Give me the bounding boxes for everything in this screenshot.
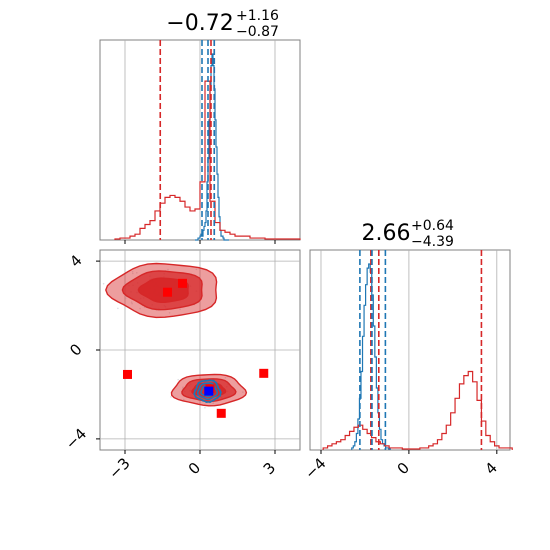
joint-grid — [100, 250, 300, 450]
param1-histogram-panel: −0.72 +1.16 −0.87 — [99, 8, 301, 244]
red-marker — [163, 287, 172, 297]
param2-tick-labels: −4 0 4 — [301, 450, 501, 483]
param2-grid — [320, 250, 498, 450]
param2-title-lower-error: −4.39 — [411, 234, 454, 250]
sample-point — [182, 398, 185, 401]
x-tick-label: 3 — [260, 459, 279, 478]
param2-title-upper-error: +0.64 — [411, 218, 454, 234]
y-tick-label: 0 — [66, 340, 85, 359]
sample-point — [131, 272, 134, 275]
sample-point — [131, 302, 133, 305]
sample-point — [224, 376, 227, 379]
param2-quantile-lines — [359, 250, 483, 450]
param1-title: −0.72 — [166, 11, 233, 36]
sample-point — [167, 268, 169, 271]
y-tick-label: −4 — [62, 425, 90, 453]
red-marker — [259, 368, 269, 378]
sample-point — [168, 311, 171, 314]
x-tick-label: −4 — [301, 454, 329, 482]
blue-contour-outer — [193, 379, 222, 404]
y-tick-label: 4 — [66, 251, 85, 270]
sample-point — [139, 307, 141, 310]
sample-point — [131, 270, 134, 273]
blue-contour — [197, 382, 219, 401]
sample-point — [242, 391, 244, 393]
param2-title: 2.66 — [362, 221, 411, 246]
sample-point — [204, 406, 206, 409]
joint-contour-panel: −3 0 3 −4 0 4 — [62, 249, 301, 483]
red-marker — [178, 278, 187, 288]
sample-point — [124, 297, 127, 300]
x-tick-label: 0 — [185, 459, 204, 478]
red-histogram-step — [322, 370, 513, 450]
param1-tick-marks — [124, 240, 276, 244]
x-tick-label: 4 — [482, 459, 501, 478]
red-marker — [216, 408, 226, 418]
param1-quantile-lines — [159, 40, 216, 240]
sample-point — [102, 282, 105, 285]
param2-histogram-panel: −4 0 4 2.66 +0.64 −4.39 — [301, 218, 513, 483]
red-marker — [123, 369, 132, 379]
sample-point — [182, 386, 184, 388]
x-tick-label: 0 — [394, 459, 413, 478]
sample-point — [195, 268, 198, 271]
sample-point — [130, 301, 133, 303]
param1-title-lower-error: −0.87 — [236, 24, 279, 40]
sample-point — [117, 307, 119, 310]
blue-marker — [204, 386, 214, 396]
red-histogram-step — [114, 80, 301, 240]
sample-point — [177, 378, 180, 381]
x-tick-label: −3 — [105, 454, 133, 482]
param1-title-upper-error: +1.16 — [236, 8, 279, 24]
joint-markers — [123, 278, 269, 418]
sample-point — [212, 402, 214, 405]
sample-point — [179, 308, 181, 311]
sample-point — [135, 271, 138, 274]
sample-point — [170, 396, 172, 398]
